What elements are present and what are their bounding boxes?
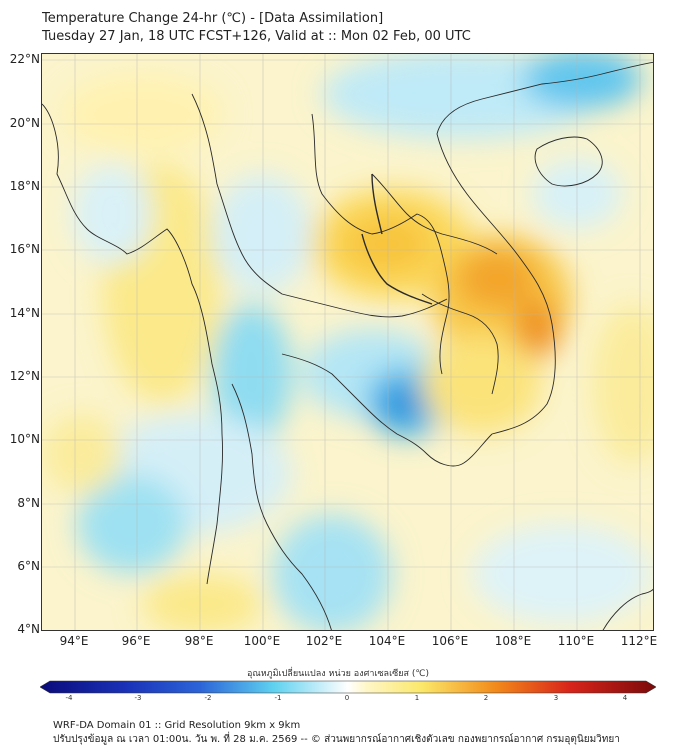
lon-label-106e: 106°E [431, 634, 469, 648]
coastlines [42, 61, 653, 630]
lon-label-110e: 110°E [557, 634, 595, 648]
lon-label-102e: 102°E [305, 634, 343, 648]
colorbar-tick-m3: -3 [134, 694, 142, 702]
lat-label-12n: 12°N [9, 369, 40, 383]
lat-label-8n: 8°N [17, 496, 40, 510]
lat-label-20n: 20°N [9, 116, 40, 130]
footer: WRF-DA Domain 01 :: Grid Resolution 9km … [53, 719, 620, 747]
footer-line-2: ปรับปรุงข้อมูล ณ เวลา 01:00น. วัน พ. ที่… [53, 734, 620, 745]
lon-label-112e: 112°E [620, 634, 658, 648]
colorbar-tick-1: 1 [414, 694, 420, 702]
colorbar-tick-m2: -2 [204, 694, 212, 702]
footer-line-1: WRF-DA Domain 01 :: Grid Resolution 9km … [53, 720, 301, 731]
lat-label-22n: 22°N [9, 52, 40, 66]
colorbar-tick-2: 2 [483, 694, 489, 702]
map-panel[interactable] [41, 53, 654, 631]
colorbar-label: อุณหภูมิเปลี่ยนแปลง หน่วย องศาเซลเซียส (… [246, 669, 430, 679]
lon-label-108e: 108°E [494, 634, 532, 648]
map-title: Temperature Change 24-hr (℃) - [Data Ass… [42, 10, 471, 46]
temperature-field-map [42, 54, 653, 630]
lat-label-6n: 6°N [17, 559, 40, 573]
lon-label-104e: 104°E [368, 634, 406, 648]
lon-label-100e: 100°E [243, 634, 281, 648]
lat-label-14n: 14°N [9, 306, 40, 320]
lon-label-94e: 94°E [59, 634, 89, 648]
colorbar-tick-0: 0 [344, 694, 350, 702]
title-line-2: Tuesday 27 Jan, 18 UTC FCST+126, Valid a… [42, 29, 471, 44]
lon-label-98e: 98°E [184, 634, 214, 648]
colorbar-tick-m4: -4 [65, 694, 73, 702]
lat-label-18n: 18°N [9, 179, 40, 193]
colorbar-gradient [40, 680, 656, 694]
lat-label-4n: 4°N [17, 622, 40, 636]
colorbar-tick-m1: -1 [274, 694, 282, 702]
lat-label-16n: 16°N [9, 242, 40, 256]
title-line-1: Temperature Change 24-hr (℃) - [Data Ass… [42, 11, 384, 26]
colorbar-tick-4: 4 [622, 694, 628, 702]
graticule [42, 54, 653, 630]
colorbar-tick-3: 3 [553, 694, 559, 702]
lat-label-10n: 10°N [9, 432, 40, 446]
lon-label-96e: 96°E [121, 634, 151, 648]
